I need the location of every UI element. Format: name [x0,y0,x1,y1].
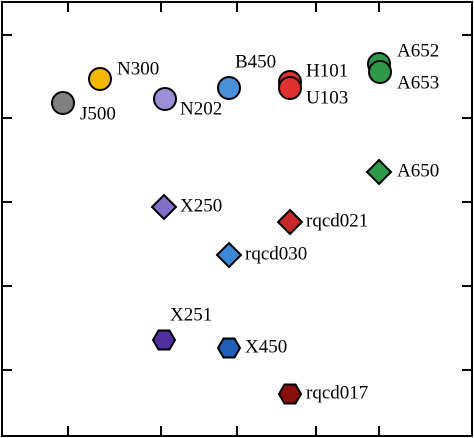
point-label: rqcd030 [245,243,307,264]
point-label: B450 [235,51,276,72]
data-point [278,76,302,100]
point-label: A652 [397,40,439,61]
point-label: J500 [80,103,116,124]
point-label: A650 [397,160,439,181]
data-point [276,208,304,236]
data-point [277,383,303,405]
point-label: X250 [180,195,222,216]
point-label: N202 [180,98,222,119]
data-point [153,87,177,111]
data-point [151,329,177,351]
point-label: A653 [397,72,439,93]
point-label: H101 [306,60,348,81]
data-point [51,91,75,115]
data-point [215,241,243,269]
data-point [365,158,393,186]
data-point [217,76,241,100]
point-label: U103 [306,87,348,108]
data-point [216,337,242,359]
data-point [368,60,392,84]
data-point [88,67,112,91]
point-label: X450 [245,336,287,357]
data-point [150,193,178,221]
point-label: rqcd017 [306,382,368,403]
point-label: X251 [170,304,212,325]
point-label: rqcd021 [306,210,368,231]
point-label: N300 [117,58,159,79]
